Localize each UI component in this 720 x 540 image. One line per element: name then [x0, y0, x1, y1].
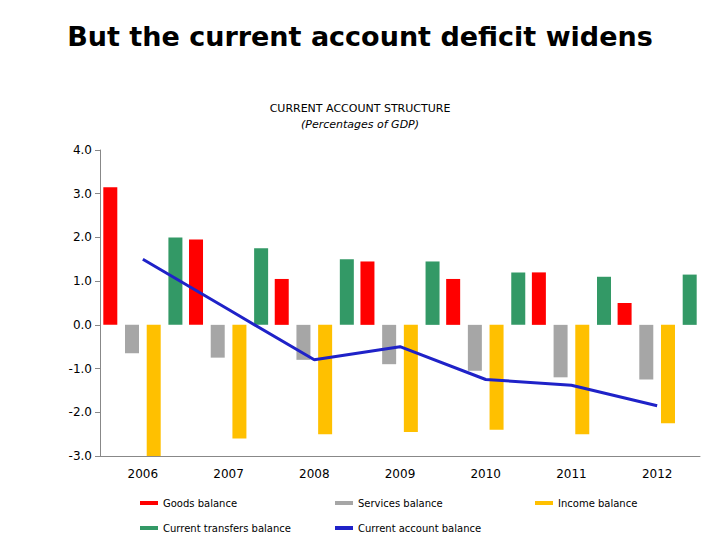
svg-text:1.0: 1.0 — [73, 274, 92, 288]
svg-text:Goods balance: Goods balance — [163, 498, 237, 509]
svg-text:4.0: 4.0 — [73, 143, 92, 157]
svg-text:2012: 2012 — [642, 467, 673, 481]
svg-text:2007: 2007 — [213, 467, 244, 481]
svg-text:2010: 2010 — [470, 467, 501, 481]
svg-text:0.0: 0.0 — [73, 318, 92, 332]
svg-text:Current account balance: Current account balance — [358, 523, 481, 534]
svg-text:2.0: 2.0 — [73, 230, 92, 244]
svg-text:2008: 2008 — [299, 467, 330, 481]
svg-text:-2.0: -2.0 — [69, 405, 92, 419]
svg-text:But the current account defici: But the current account deficit widens — [67, 21, 653, 52]
svg-text:(Percentages of GDP): (Percentages of GDP) — [301, 118, 419, 131]
svg-text:Services balance: Services balance — [358, 498, 443, 509]
svg-text:2011: 2011 — [556, 467, 587, 481]
svg-text:2009: 2009 — [385, 467, 416, 481]
svg-text:Current transfers balance: Current transfers balance — [163, 523, 291, 534]
svg-text:3.0: 3.0 — [73, 187, 92, 201]
svg-text:Income balance: Income balance — [558, 498, 637, 509]
svg-text:CURRENT ACCOUNT STRUCTURE: CURRENT ACCOUNT STRUCTURE — [270, 102, 451, 115]
svg-text:2006: 2006 — [128, 467, 159, 481]
svg-text:-1.0: -1.0 — [69, 362, 92, 376]
svg-text:-3.0: -3.0 — [69, 449, 92, 463]
